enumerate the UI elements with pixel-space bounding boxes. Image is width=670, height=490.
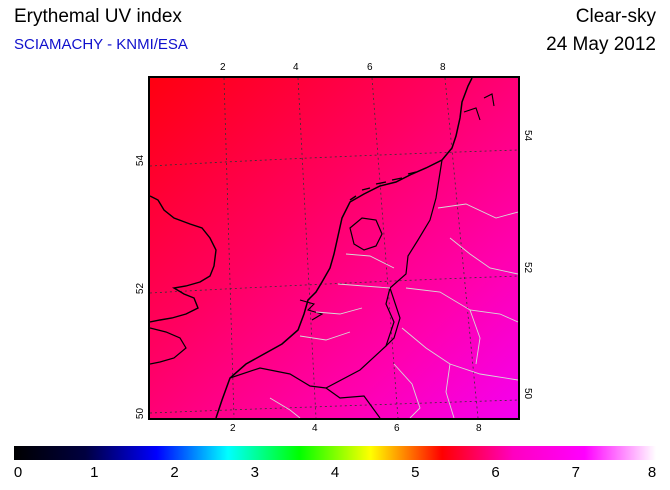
colorbar-label-4: 4 <box>330 464 340 481</box>
lat-tick-left-54: 54 <box>135 154 147 167</box>
lon-tick-bottom-4: 4 <box>312 423 318 434</box>
colorbar-label-2: 2 <box>170 464 179 481</box>
lon-tick-top-6: 6 <box>367 62 373 73</box>
lat-tick-left-50: 50 <box>135 407 147 420</box>
zeeland-delta <box>299 299 324 321</box>
lon-tick-top-8: 8 <box>440 62 446 73</box>
colorbar-label-0: 0 <box>13 464 23 481</box>
data-source-label: SCIAMACHY - KNMI/ESA <box>14 36 188 53</box>
lon-tick-bottom-6: 6 <box>394 423 400 434</box>
map-canvas <box>150 78 518 418</box>
uv-index-map <box>148 76 520 420</box>
england-coastline <box>150 195 217 323</box>
colorbar-label-8: 8 <box>647 464 657 481</box>
lon-tick-bottom-2: 2 <box>230 423 236 434</box>
graticule <box>150 78 518 418</box>
map-title: Erythemal UV index <box>14 6 182 27</box>
date-label: 24 May 2012 <box>546 34 656 55</box>
continental-coastline <box>215 78 473 418</box>
sky-condition-label: Clear-sky <box>575 6 656 27</box>
wadden-islands <box>349 171 417 201</box>
danish-coast <box>463 93 495 121</box>
lat-tick-left-52: 52 <box>135 282 147 295</box>
national-borders <box>229 159 443 418</box>
lat-tick-right-50: 50 <box>522 387 534 400</box>
lat-tick-right-52: 52 <box>522 261 534 274</box>
regional-borders <box>269 203 518 418</box>
lat-tick-right-54: 54 <box>522 129 534 142</box>
lon-tick-bottom-8: 8 <box>476 423 482 434</box>
lon-tick-top-2: 2 <box>220 62 226 73</box>
colorbar-label-1: 1 <box>90 464 99 481</box>
ijsselmeer <box>349 217 383 251</box>
colorbar-label-6: 6 <box>491 464 500 481</box>
colorbar-label-7: 7 <box>571 464 580 481</box>
colorbar-label-5: 5 <box>411 464 420 481</box>
thames-coast <box>150 327 187 365</box>
colorbar-label-3: 3 <box>250 464 259 481</box>
lon-tick-top-4: 4 <box>293 62 299 73</box>
uv-colorbar <box>14 446 656 460</box>
